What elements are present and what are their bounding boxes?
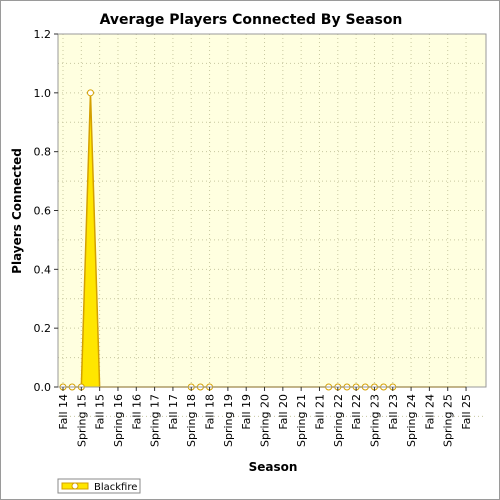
x-tick-label: Fall 23 [387,394,400,430]
y-tick-label: 0.4 [34,263,52,276]
y-axis-label: Players Connected [10,148,24,274]
x-tick-label: Fall 20 [277,394,290,430]
x-tick-label: Spring 24 [405,394,418,447]
x-tick-label: Fall 22 [350,394,363,430]
legend: Blackfire [57,478,141,494]
x-tick-label: Spring 19 [222,394,235,447]
x-tick-label: Spring 23 [368,394,381,447]
x-tick-label: Spring 20 [259,394,272,447]
x-tick-label: Fall 25 [460,394,473,430]
x-tick-label: Fall 14 [57,394,70,430]
x-tick-label: Fall 17 [167,394,180,430]
y-tick-label: 0.2 [34,322,52,335]
y-tick-label: 1.2 [34,28,52,41]
x-tick-label: Spring 18 [185,394,198,447]
x-tick-label: Fall 19 [240,394,253,430]
x-tick-label: Fall 15 [94,394,107,430]
x-ticks: Fall 14 Spring 15 Fall 15 Spring 16 Fall 16 S… [57,387,473,447]
y-ticks: 0.0 0.2 0.4 0.6 0.8 1.0 1.2 [34,28,58,394]
x-tick-label: Fall 24 [423,394,436,430]
legend-label: Blackfire [94,482,137,493]
x-tick-label: Spring 17 [149,394,162,447]
y-tick-label: 0.6 [34,205,52,218]
y-tick-label: 1.0 [34,87,52,100]
x-tick-label: Spring 21 [295,394,308,447]
x-tick-label: Fall 18 [204,394,217,430]
grid [58,33,486,417]
x-axis-label: Season [249,460,298,474]
x-tick-label: Spring 25 [442,394,455,447]
y-tick-label: 0.8 [34,146,52,159]
legend-marker [71,482,79,490]
y-tick-label: 0.0 [34,381,52,394]
x-tick-label: Fall 16 [130,394,143,430]
chart-title: Average Players Connected By Season [100,12,403,28]
x-tick-label: Fall 21 [313,394,326,430]
x-tick-label: Spring 22 [332,394,345,447]
data-point [86,89,94,97]
x-tick-label: Spring 16 [112,394,125,447]
x-tick-label: Spring 15 [75,394,88,447]
